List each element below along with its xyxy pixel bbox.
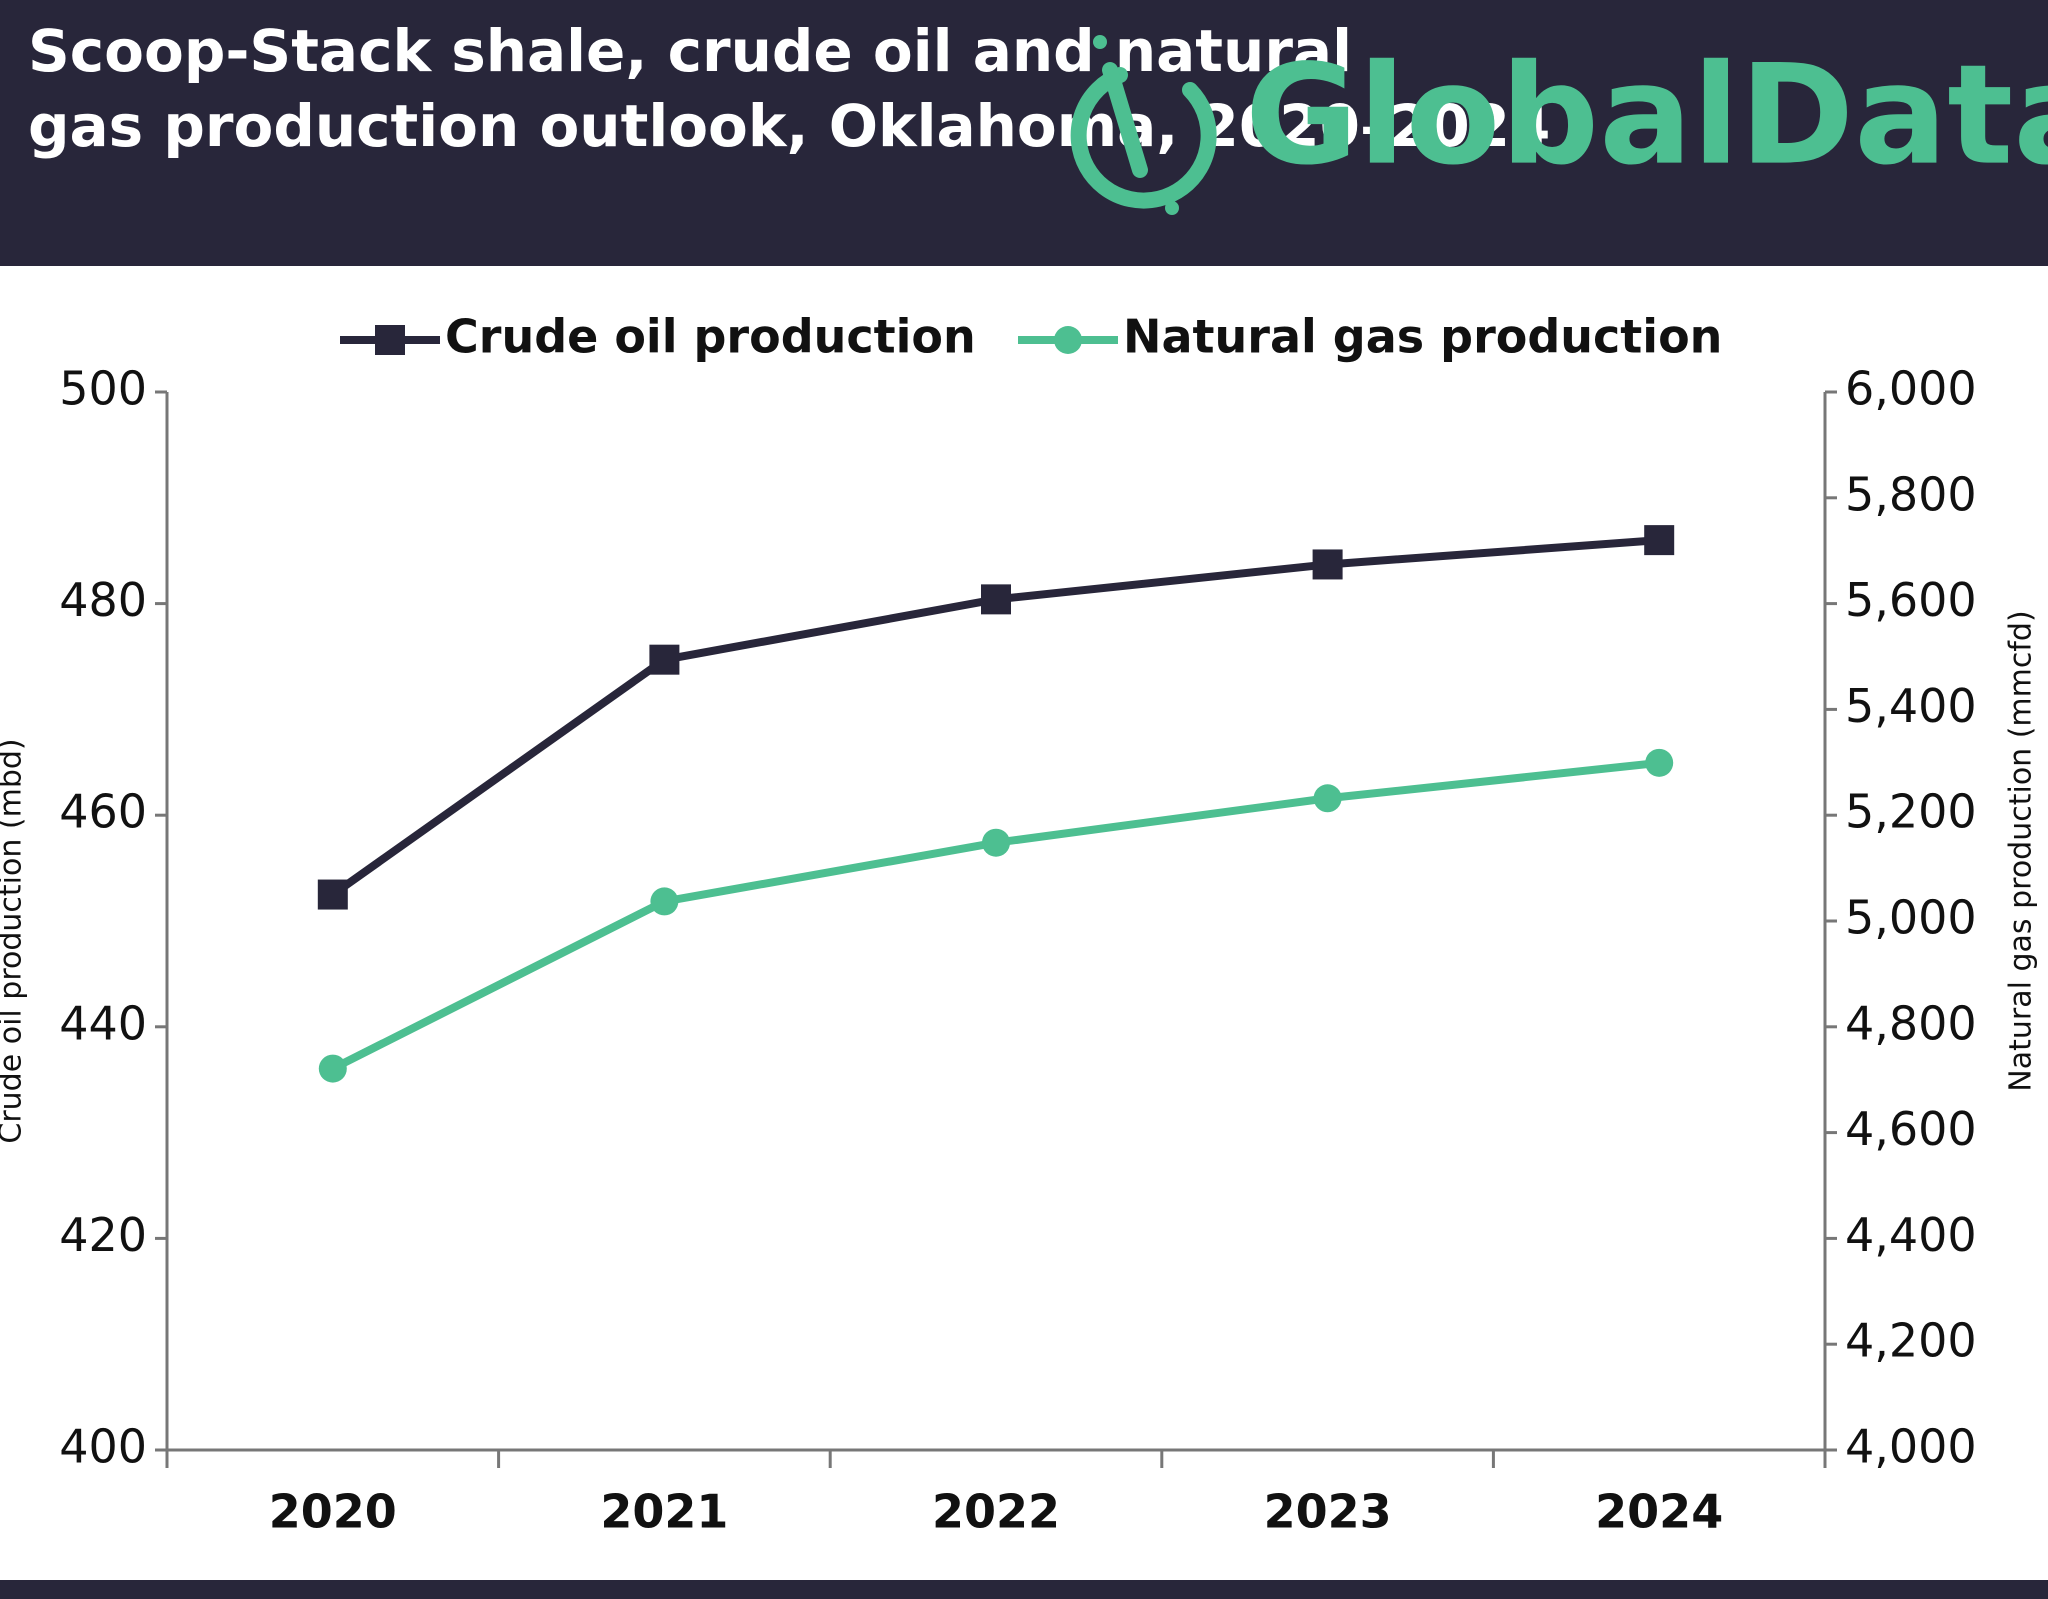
logo-dot [1093, 35, 1107, 49]
y2-tick-label: 4,600 [1845, 1102, 1977, 1156]
x-tick-label: 2020 [269, 1485, 397, 1539]
y-tick-label: 440 [59, 996, 147, 1050]
y-tick-label: 460 [59, 785, 147, 839]
y2-tick-label: 4,400 [1845, 1208, 1977, 1262]
data-point [981, 584, 1011, 615]
x-tick-label: 2023 [1264, 1485, 1392, 1539]
data-point [318, 1054, 347, 1083]
chart-title: Scoop-Stack shale, crude oil and natural… [28, 17, 1550, 160]
y2-tick-label: 5,000 [1845, 891, 1977, 945]
y2-tick-label: 4,000 [1845, 1420, 1977, 1474]
logo-dot [1165, 201, 1179, 215]
y2-tick-label: 6,000 [1845, 362, 1977, 416]
y2-tick-label: 4,200 [1845, 1314, 1977, 1368]
y2-tick-label: 5,200 [1845, 785, 1977, 839]
data-point [317, 879, 348, 910]
legend-marker [375, 325, 405, 355]
legend-label: Natural gas production [1123, 310, 1722, 364]
x-tick-label: 2022 [932, 1485, 1060, 1539]
legend-label: Crude oil production [445, 310, 976, 364]
series-line [330, 758, 1660, 1073]
x-tick-label: 2024 [1595, 1485, 1723, 1539]
logo-icon [1070, 35, 1217, 215]
legend-marker [1054, 326, 1082, 354]
y-tick-label: 480 [59, 573, 147, 627]
y2-tick-label: 4,800 [1845, 996, 1977, 1050]
y-tick-label: 500 [59, 362, 147, 416]
y-axis-title: Crude oil production (mbd) [0, 738, 29, 1143]
logo-arc [1070, 67, 1217, 209]
data-point [1313, 784, 1342, 813]
brand-logo: GlobalData. [1245, 35, 2048, 196]
y-tick-label: 420 [59, 1208, 147, 1262]
x-tick-label: 2021 [600, 1485, 728, 1539]
data-point [649, 644, 680, 675]
y-tick-label: 400 [59, 1420, 147, 1474]
y2-axis-title: Natural gas production (mmcfd) [2004, 610, 2039, 1091]
data-point [650, 887, 679, 916]
data-point [982, 828, 1010, 857]
logo-stroke [1102, 62, 1148, 178]
y2-tick-label: 5,600 [1845, 573, 1977, 627]
y2-tick-label: 5,800 [1845, 467, 1977, 521]
y2-tick-label: 5,400 [1845, 679, 1977, 733]
header-band [0, 0, 2048, 266]
footer-band [0, 1580, 2048, 1599]
data-point [1644, 525, 1675, 556]
data-point [1312, 549, 1343, 580]
data-point [1645, 748, 1674, 777]
